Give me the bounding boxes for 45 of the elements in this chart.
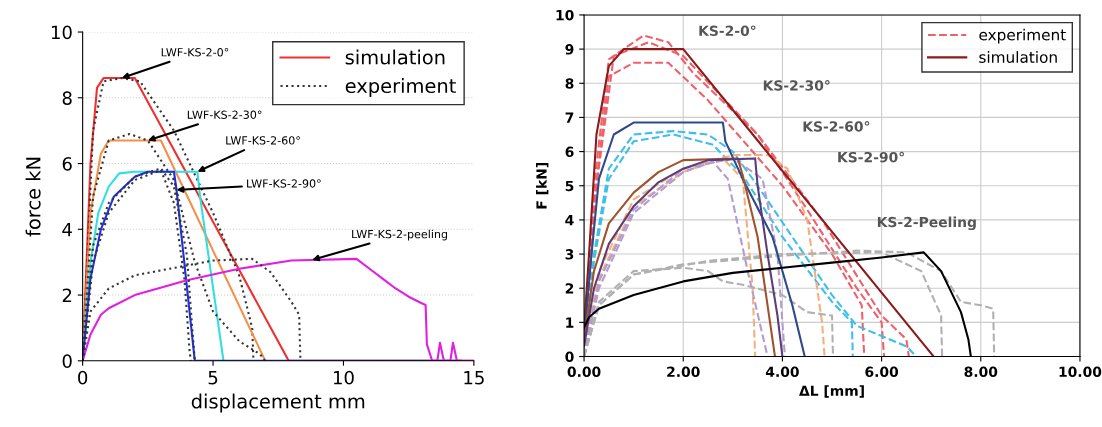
y-axis-title: F [kN] bbox=[536, 163, 549, 209]
x-tick-label: 0.00 bbox=[567, 366, 601, 378]
x-tick-label: 6.00 bbox=[865, 366, 899, 378]
y-tick-label: 8 bbox=[565, 78, 574, 89]
y-tick-label: 4 bbox=[62, 223, 72, 237]
x-axis-title: ΔL [mm] bbox=[799, 385, 864, 398]
x-tick-label: 10.00 bbox=[1059, 366, 1102, 378]
x-tick-label: 15 bbox=[464, 371, 484, 385]
y-tick-label: 2 bbox=[62, 288, 72, 302]
x-tick-label: 0 bbox=[78, 370, 88, 385]
annotation: LWF-KS-2-30° bbox=[187, 110, 262, 119]
legend-label: experiment bbox=[979, 28, 1066, 44]
y-tick-label: 8 bbox=[62, 91, 72, 105]
annotation: LWF-KS-2-0° bbox=[161, 48, 229, 57]
y-tick-label: 7 bbox=[565, 112, 574, 123]
y-tick-label: 4 bbox=[565, 215, 574, 226]
x-tick-label: 4.00 bbox=[765, 366, 799, 378]
y-axis-title: force kN bbox=[25, 157, 41, 237]
annotation: KS-2-Peeling bbox=[877, 216, 976, 231]
annotation: LWF-KS-2-60° bbox=[226, 136, 300, 145]
y-tick-label: 6 bbox=[565, 146, 574, 158]
y-tick-label: 5 bbox=[565, 180, 574, 192]
y-tick-label: 10 bbox=[556, 9, 574, 21]
y-tick-label: 0 bbox=[565, 351, 574, 363]
annotation: KS-2-90° bbox=[838, 151, 904, 163]
x-tick-label: 2.00 bbox=[667, 366, 700, 378]
x-tick-label: 8.00 bbox=[964, 366, 998, 378]
annotation: LWF-KS-2-90° bbox=[247, 179, 321, 188]
x-tick-label: 10 bbox=[333, 370, 354, 385]
legend-label: simulation bbox=[345, 49, 445, 65]
annotation: KS-2-0° bbox=[699, 25, 756, 37]
x-tick-label: 5 bbox=[208, 371, 218, 385]
annotation: KS-2-30° bbox=[763, 80, 830, 91]
y-tick-label: 6 bbox=[62, 157, 72, 171]
y-tick-label: 9 bbox=[565, 44, 574, 55]
legend-label: experiment bbox=[345, 78, 456, 97]
y-tick-label: 0 bbox=[62, 354, 72, 368]
y-tick-label: 10 bbox=[51, 25, 72, 40]
x-axis-title: displacement mm bbox=[191, 393, 365, 413]
y-tick-label: 2 bbox=[565, 283, 574, 294]
annotation: LWF-KS-2-peeling bbox=[352, 229, 448, 241]
legend-label: simulation bbox=[979, 51, 1057, 63]
y-tick-label: 3 bbox=[565, 249, 574, 260]
y-tick-label: 1 bbox=[566, 317, 574, 328]
annotation: KS-2-60° bbox=[803, 121, 870, 132]
